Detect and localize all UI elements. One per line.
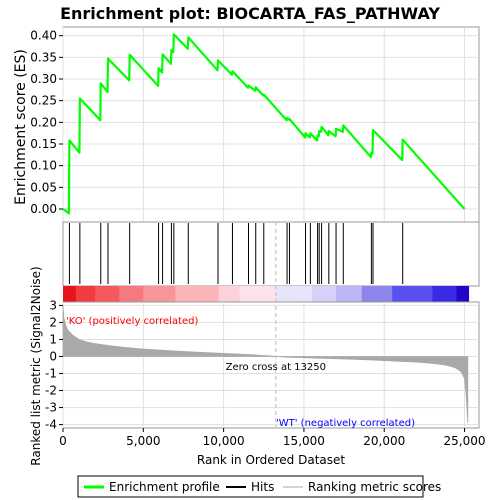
x-tick-label: 20,000 — [363, 434, 405, 448]
es-y-tick-label: 0.30 — [30, 72, 57, 86]
x-axis-ticks: 0 5,000 10,000 15,000 20,000 25,000 — [59, 428, 486, 448]
x-tick-label: 15,000 — [283, 434, 325, 448]
colorbar-segment — [432, 286, 458, 302]
positive-correlation-label: 'KO' (positively correlated) — [66, 316, 198, 327]
es-y-tick-label: 0.40 — [30, 29, 57, 43]
metric-plot-frame — [62, 301, 480, 429]
legend-box — [77, 475, 424, 498]
legend-items: Enrichment profile Hits Ranking metric sco… — [84, 480, 441, 494]
metric-y-tick-label: -2 — [45, 384, 57, 398]
es-y-ticks: 0.00 0.05 0.10 0.15 0.20 0.25 0.30 0.35 0.40 — [30, 29, 63, 216]
colorbar-segment — [75, 286, 96, 302]
chart-title: Enrichment plot: BIOCARTA_FAS_PATHWAY — [60, 4, 440, 23]
es-y-tick-label: 0.20 — [30, 115, 57, 129]
x-tick-label: 25,000 — [444, 434, 486, 448]
colorbar-segment — [392, 286, 433, 302]
es-y-tick-label: 0.10 — [30, 159, 57, 173]
es-gridlines — [62, 27, 479, 222]
metric-y-tick-label: 2 — [49, 315, 57, 329]
metric-y-tick-label: -1 — [45, 367, 57, 381]
hit-ticks — [68, 223, 404, 284]
x-tick-label: 5,000 — [126, 434, 160, 448]
es-y-tick-label: 0.15 — [30, 137, 57, 151]
x-tick-label: 0 — [59, 434, 67, 448]
enrichment-profile-line — [62, 33, 466, 215]
metric-y-tick-label: 3 — [49, 298, 57, 312]
es-y-tick-label: 0.05 — [30, 180, 57, 194]
metric-panel: -4 -3 -2 -1 0 1 2 3 Zero cross at 13250 'KO' (p… — [45, 222, 480, 432]
colorbar-segment — [175, 286, 220, 302]
es-panel: 0.00 0.05 0.10 0.15 0.20 0.25 0.30 0.35 0.40 — [30, 26, 480, 223]
colorbar-segment — [119, 286, 144, 302]
colorbar-segment — [218, 286, 241, 302]
metric-y-ticks: -4 -3 -2 -1 0 1 2 3 — [45, 298, 63, 432]
hits-panel — [62, 221, 480, 287]
legend-label: Enrichment profile — [109, 480, 220, 494]
metric-gridlines — [62, 302, 479, 428]
legend-label: Hits — [251, 480, 274, 494]
metric-y-tick-label: -4 — [45, 418, 57, 432]
colorbar-segment — [239, 286, 278, 302]
colorbar-segment — [311, 286, 337, 302]
x-axis-label: Rank in Ordered Dataset — [197, 453, 345, 467]
ranking-metric-area — [62, 305, 469, 423]
colorbar-segment — [63, 286, 77, 302]
colorbar-segment — [456, 286, 470, 302]
metric-y-tick-label: -3 — [45, 401, 57, 415]
metric-y-axis-label: Ranked list metric (Signal2Noise) — [29, 266, 43, 465]
colorbar-segment — [276, 286, 313, 302]
hits-frame — [62, 221, 480, 287]
metric-y-tick-label: 1 — [49, 332, 57, 346]
colorbar-segment — [95, 286, 120, 302]
metric-area-group — [62, 305, 469, 423]
zero-cross-label: Zero cross at 13250 — [226, 362, 326, 373]
x-tick-label: 10,000 — [203, 434, 245, 448]
legend-label: Ranking metric scores — [308, 480, 441, 494]
metric-y-tick-label: 0 — [49, 349, 57, 363]
es-plot-frame — [62, 26, 480, 223]
ranking-colorbar — [63, 286, 470, 302]
es-y-tick-label: 0.35 — [30, 50, 57, 64]
es-y-tick-label: 0.00 — [30, 202, 57, 216]
negative-correlation-label: 'WT' (negatively correlated) — [276, 418, 415, 429]
colorbar-segment — [361, 286, 393, 302]
colorbar-segment — [336, 286, 363, 302]
es-line-group — [62, 33, 466, 215]
legend: Enrichment profile Hits Ranking metric sco… — [77, 475, 441, 498]
colorbar-segment — [143, 286, 176, 302]
es-y-tick-label: 0.25 — [30, 94, 57, 108]
es-y-axis-label: Enrichment score (ES) — [13, 49, 29, 205]
